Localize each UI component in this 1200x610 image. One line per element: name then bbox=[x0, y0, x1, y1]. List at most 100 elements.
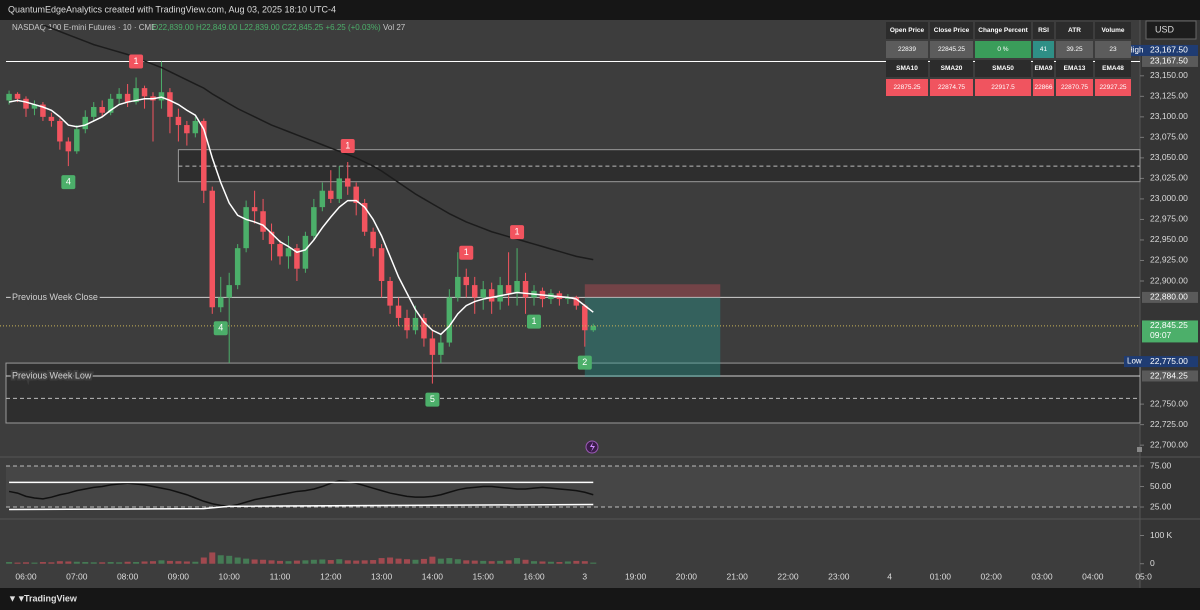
table-header: EMA13 bbox=[1056, 60, 1093, 77]
volume-bar bbox=[141, 561, 148, 564]
volume-bar bbox=[133, 562, 140, 564]
candle-body bbox=[167, 92, 173, 117]
candle-body bbox=[90, 107, 97, 117]
volume-bar bbox=[522, 559, 529, 564]
candle-body bbox=[429, 338, 436, 355]
candle-body bbox=[412, 317, 419, 331]
y-tick-label: 22,700.00 bbox=[1150, 439, 1188, 449]
volume-bar bbox=[293, 560, 300, 564]
volume-bar bbox=[14, 562, 21, 564]
candle-body bbox=[404, 317, 410, 331]
y-tick-label: 23,025.00 bbox=[1150, 173, 1188, 183]
volume-bar bbox=[226, 555, 233, 564]
x-tick-label: 03:00 bbox=[1031, 571, 1053, 581]
volume-bar bbox=[370, 560, 377, 564]
volume-bar bbox=[454, 559, 461, 564]
table-header: SMA10 bbox=[886, 60, 928, 77]
volume-bar bbox=[192, 561, 199, 564]
candle-body bbox=[514, 281, 520, 294]
volume-bar bbox=[31, 562, 38, 564]
x-tick-label: 20:00 bbox=[676, 571, 698, 581]
candle-body bbox=[133, 88, 139, 103]
table-header: Change Percent bbox=[975, 22, 1031, 39]
volume-bar bbox=[353, 560, 360, 564]
candle-body bbox=[488, 289, 495, 302]
table-value: 22875.25 bbox=[886, 79, 928, 96]
level-label: Previous Week Low bbox=[12, 370, 92, 380]
price-tag: High bbox=[1127, 46, 1143, 55]
volume-bar bbox=[150, 561, 156, 564]
price-tag-box bbox=[1124, 356, 1142, 368]
y-tick-label: 23,050.00 bbox=[1150, 152, 1188, 162]
table-value: 22845.25 bbox=[930, 41, 973, 58]
candle-body bbox=[463, 276, 470, 286]
volume-bar bbox=[590, 562, 597, 564]
candle-body bbox=[243, 207, 249, 249]
price-label-box bbox=[1142, 55, 1198, 67]
y-tick-label: 23,150.00 bbox=[1150, 70, 1188, 80]
price-label: 23,167.50 bbox=[1150, 45, 1188, 55]
y-tick-label: 22,975.00 bbox=[1150, 214, 1188, 224]
ma-value-row: 22875.25 22874.75 22917.5 22866 22870.75 2292… bbox=[886, 79, 1138, 96]
table-value: 23 bbox=[1095, 41, 1131, 58]
table-header: EMA48 bbox=[1095, 60, 1131, 77]
candle-body bbox=[31, 104, 38, 109]
candle-body bbox=[522, 281, 529, 298]
candle-body bbox=[23, 98, 29, 109]
currency-box[interactable] bbox=[1145, 20, 1197, 40]
table-header: Volume bbox=[1095, 22, 1131, 39]
candle-body bbox=[370, 231, 376, 249]
volume-bar bbox=[581, 561, 588, 564]
x-tick-label: 05:0 bbox=[1135, 571, 1152, 581]
candle-body bbox=[395, 305, 402, 318]
price-label-box bbox=[1142, 320, 1198, 343]
candle-body bbox=[277, 244, 283, 257]
y-tick-label: 23,100.00 bbox=[1150, 111, 1188, 121]
x-tick-label: 11:00 bbox=[270, 571, 291, 581]
candle-body bbox=[209, 190, 216, 308]
volume-bar bbox=[404, 559, 410, 564]
volume-bar bbox=[361, 560, 368, 564]
price-label-box bbox=[1142, 370, 1198, 382]
candle-body bbox=[387, 281, 393, 306]
y-tick-label: 22,750.00 bbox=[1150, 398, 1188, 408]
volume-bar bbox=[107, 562, 114, 564]
candle-body bbox=[192, 120, 199, 134]
volume-bar bbox=[39, 562, 46, 564]
volume-bar bbox=[277, 560, 283, 564]
signal-badge bbox=[213, 321, 228, 336]
volume-bar bbox=[260, 559, 267, 564]
volume-bar bbox=[463, 560, 470, 564]
currency[interactable]: USD bbox=[1155, 24, 1175, 34]
x-tick-label: 01:00 bbox=[930, 571, 952, 581]
y-tick-label: 22,950.00 bbox=[1150, 234, 1188, 244]
candle-body bbox=[48, 116, 55, 121]
candle-body bbox=[251, 207, 258, 212]
x-tick-label: 4 bbox=[887, 571, 892, 581]
candle-body bbox=[311, 207, 317, 236]
candle-body bbox=[124, 93, 131, 103]
volume-bar bbox=[6, 562, 13, 564]
x-tick-label: 10:00 bbox=[219, 571, 241, 581]
volume-bar bbox=[310, 559, 317, 564]
candle-body bbox=[234, 248, 241, 286]
candle-body bbox=[573, 297, 580, 306]
volume-bar bbox=[268, 560, 275, 564]
scale-handle[interactable] bbox=[1137, 447, 1142, 452]
candle-body bbox=[480, 289, 486, 298]
price-countdown: 09:07 bbox=[1150, 330, 1172, 340]
volume-bar bbox=[243, 558, 250, 564]
volume-bar bbox=[412, 559, 419, 564]
table-value: 22874.75 bbox=[930, 79, 973, 96]
oscillator-line bbox=[9, 503, 594, 511]
y-tick-label: 23,075.00 bbox=[1150, 132, 1188, 142]
candle-body bbox=[285, 248, 292, 257]
volume-bar bbox=[505, 560, 512, 564]
signal-badge bbox=[129, 54, 144, 69]
y-tick-label: 100 K bbox=[1150, 530, 1173, 540]
volume-bar bbox=[539, 561, 546, 564]
candle-body bbox=[14, 93, 21, 99]
signal-label: 1 bbox=[134, 56, 139, 66]
